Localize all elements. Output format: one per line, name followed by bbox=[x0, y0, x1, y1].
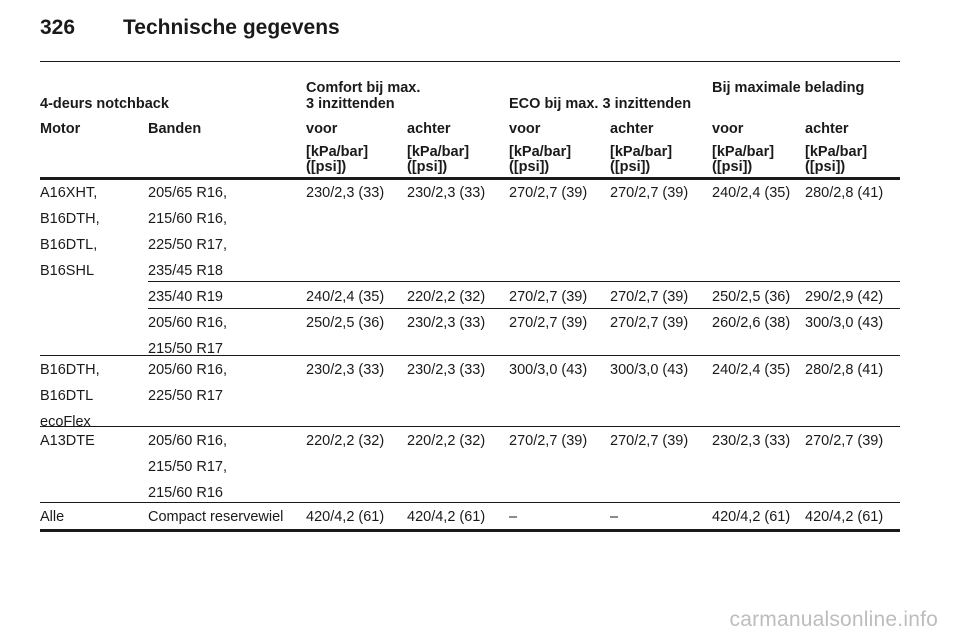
pressure-cell: 300/3,0 (43) bbox=[610, 362, 689, 378]
column-header-comfort-front: voor bbox=[306, 121, 338, 137]
pressure-cell: 220/2,2 (32) bbox=[407, 433, 486, 449]
tire-size-cell: 215/50 R17, bbox=[148, 459, 228, 475]
tire-size-cell: 215/60 R16 bbox=[148, 485, 223, 501]
pressure-cell: 300/3,0 (43) bbox=[805, 315, 884, 331]
page-title: Technische gegevens bbox=[123, 16, 340, 39]
group-comfort-line1: Comfort bij max. bbox=[306, 80, 421, 96]
column-header-banden: Banden bbox=[148, 121, 202, 137]
tire-size-cell: 225/50 R17, bbox=[148, 237, 228, 253]
table-header-rule bbox=[40, 177, 900, 180]
unit-label: [kPa/bar] bbox=[805, 144, 868, 160]
motor-cell: B16DTL bbox=[40, 388, 94, 404]
pressure-cell: 220/2,2 (32) bbox=[407, 289, 486, 305]
page-number: 326 bbox=[40, 16, 76, 39]
pressure-cell: 270/2,7 (39) bbox=[610, 433, 689, 449]
unit-label: [kPa/bar] bbox=[610, 144, 673, 160]
pressure-cell: 420/4,2 (61) bbox=[712, 509, 791, 525]
group-max-load-label: Bij maximale belading bbox=[712, 80, 865, 96]
pressure-cell: 220/2,2 (32) bbox=[306, 433, 385, 449]
pressure-cell: 270/2,7 (39) bbox=[509, 289, 588, 305]
pressure-cell: 270/2,7 (39) bbox=[509, 433, 588, 449]
pressure-cell: 420/4,2 (61) bbox=[805, 509, 884, 525]
row-divider bbox=[148, 308, 900, 309]
pressure-cell: 270/2,7 (39) bbox=[610, 289, 689, 305]
pressure-cell: 230/2,3 (33) bbox=[306, 185, 385, 201]
pressure-cell: 230/2,3 (33) bbox=[407, 315, 486, 331]
pressure-cell: 260/2,6 (38) bbox=[712, 315, 791, 331]
tire-size-cell: 205/65 R16, bbox=[148, 185, 228, 201]
pressure-cell: 230/2,3 (33) bbox=[306, 362, 385, 378]
watermark: carmanualsonline.info bbox=[729, 608, 938, 631]
column-header-comfort-rear: achter bbox=[407, 121, 451, 137]
unit-label: [kPa/bar] bbox=[509, 144, 572, 160]
body-style-label: 4-deurs notchback bbox=[40, 96, 169, 112]
pressure-cell: – bbox=[610, 509, 619, 525]
motor-cell: Alle bbox=[40, 509, 65, 525]
pressure-cell: 240/2,4 (35) bbox=[306, 289, 385, 305]
tire-size-cell: 235/45 R18 bbox=[148, 263, 223, 279]
pressure-cell: 270/2,7 (39) bbox=[610, 315, 689, 331]
pressure-cell: 250/2,5 (36) bbox=[306, 315, 385, 331]
unit-label: ([psi]) bbox=[306, 159, 347, 175]
pressure-cell: 270/2,7 (39) bbox=[610, 185, 689, 201]
row-divider bbox=[40, 426, 900, 427]
row-divider bbox=[40, 355, 900, 356]
column-header-max-rear: achter bbox=[805, 121, 849, 137]
motor-cell: ecoFlex bbox=[40, 414, 91, 430]
row-divider bbox=[40, 502, 900, 503]
unit-label: ([psi]) bbox=[509, 159, 550, 175]
pressure-cell: 230/2,3 (33) bbox=[712, 433, 791, 449]
motor-cell: B16DTL, bbox=[40, 237, 98, 253]
unit-label: ([psi]) bbox=[610, 159, 651, 175]
pressure-cell: 240/2,4 (35) bbox=[712, 362, 791, 378]
tire-size-cell: 215/50 R17 bbox=[148, 341, 223, 357]
motor-cell: B16DTH, bbox=[40, 211, 100, 227]
pressure-cell: 300/3,0 (43) bbox=[509, 362, 588, 378]
motor-cell: A16XHT, bbox=[40, 185, 98, 201]
column-header-eco-front: voor bbox=[509, 121, 541, 137]
motor-cell: A13DTE bbox=[40, 433, 95, 449]
tire-size-cell: 205/60 R16, bbox=[148, 362, 228, 378]
pressure-cell: 270/2,7 (39) bbox=[805, 433, 884, 449]
motor-cell: B16SHL bbox=[40, 263, 95, 279]
tire-size-cell: 225/50 R17 bbox=[148, 388, 223, 404]
unit-label: ([psi]) bbox=[805, 159, 846, 175]
pressure-cell: 230/2,3 (33) bbox=[407, 185, 486, 201]
pressure-cell: 240/2,4 (35) bbox=[712, 185, 791, 201]
pressure-cell: 250/2,5 (36) bbox=[712, 289, 791, 305]
group-eco-label: ECO bij max. 3 inzittenden bbox=[509, 96, 692, 112]
pressure-cell: 280/2,8 (41) bbox=[805, 362, 884, 378]
group-comfort-line2: 3 inzittenden bbox=[306, 96, 395, 112]
column-header-motor: Motor bbox=[40, 121, 81, 137]
row-divider bbox=[148, 281, 900, 282]
pressure-cell: 420/4,2 (61) bbox=[407, 509, 486, 525]
unit-label: [kPa/bar] bbox=[712, 144, 775, 160]
unit-label: [kPa/bar] bbox=[306, 144, 369, 160]
pressure-cell: 280/2,8 (41) bbox=[805, 185, 884, 201]
header-rule bbox=[40, 61, 900, 62]
pressure-cell: 270/2,7 (39) bbox=[509, 315, 588, 331]
table-bottom-rule bbox=[40, 529, 900, 532]
tire-size-cell: 205/60 R16, bbox=[148, 315, 228, 331]
pressure-cell: 290/2,9 (42) bbox=[805, 289, 884, 305]
motor-cell: B16DTH, bbox=[40, 362, 100, 378]
unit-label: ([psi]) bbox=[407, 159, 448, 175]
column-header-eco-rear: achter bbox=[610, 121, 654, 137]
pressure-cell: 420/4,2 (61) bbox=[306, 509, 385, 525]
tire-size-cell: 215/60 R16, bbox=[148, 211, 228, 227]
tire-size-cell: Compact reservewiel bbox=[148, 509, 284, 525]
unit-label: ([psi]) bbox=[712, 159, 753, 175]
pressure-cell: – bbox=[509, 509, 518, 525]
unit-label: [kPa/bar] bbox=[407, 144, 470, 160]
pressure-cell: 230/2,3 (33) bbox=[407, 362, 486, 378]
pressure-cell: 270/2,7 (39) bbox=[509, 185, 588, 201]
tire-size-cell: 235/40 R19 bbox=[148, 289, 223, 305]
tire-size-cell: 205/60 R16, bbox=[148, 433, 228, 449]
column-header-max-front: voor bbox=[712, 121, 744, 137]
